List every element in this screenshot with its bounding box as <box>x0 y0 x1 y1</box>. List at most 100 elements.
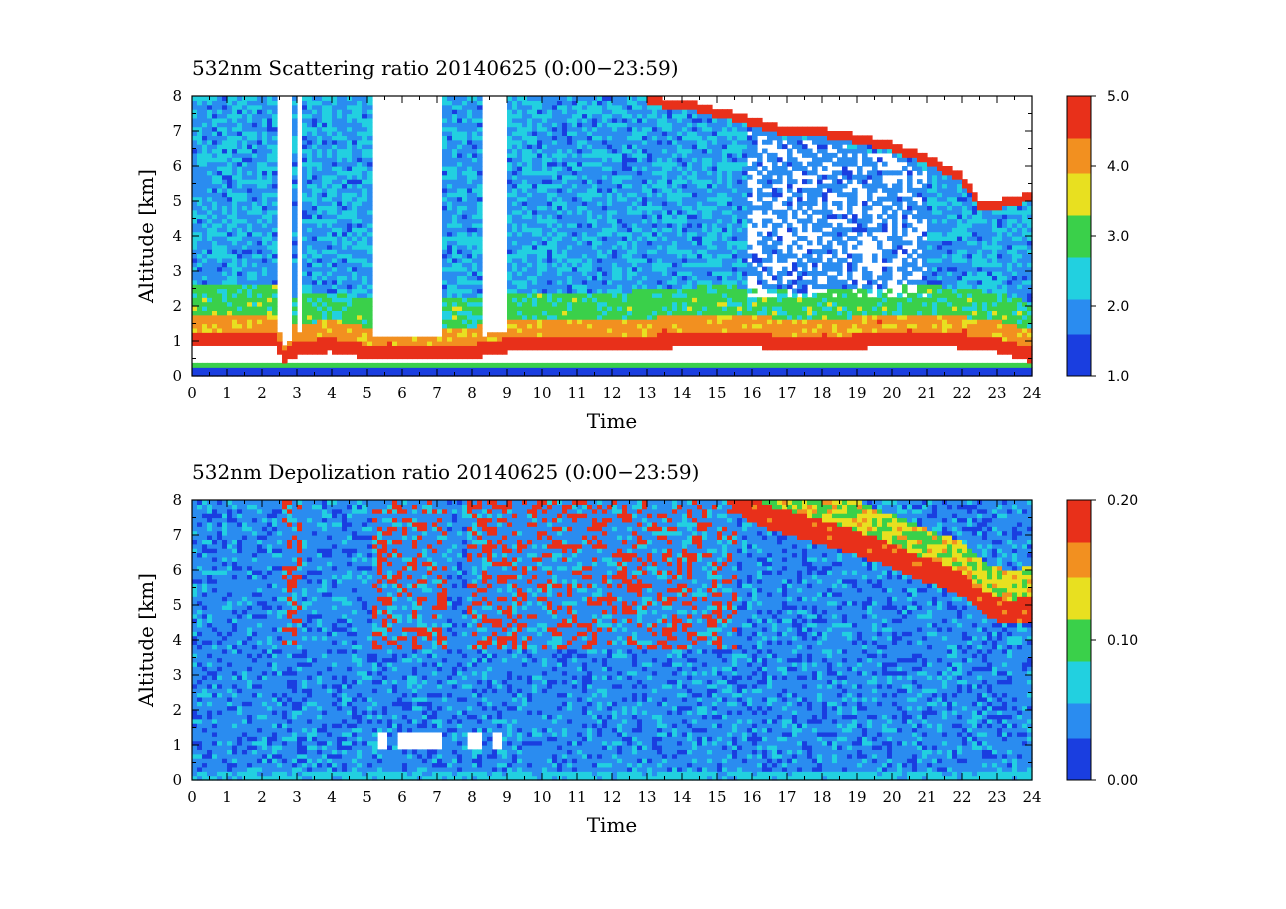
heatmap-cell <box>577 214 583 220</box>
heatmap-cell <box>612 131 618 136</box>
heatmap-cell <box>252 262 258 268</box>
heatmap-cell <box>682 262 688 268</box>
heatmap-cell <box>672 236 678 241</box>
heatmap-cell <box>312 187 318 193</box>
heatmap-cell <box>562 161 568 167</box>
heatmap-cell <box>672 227 678 233</box>
heatmap-cell <box>352 310 358 316</box>
heatmap-cell <box>522 301 528 307</box>
heatmap-cell <box>332 205 338 211</box>
heatmap-cell <box>567 292 573 298</box>
heatmap-cell <box>207 306 213 311</box>
heatmap-cell <box>267 288 273 294</box>
heatmap-cell <box>547 152 553 158</box>
heatmap-cell <box>292 292 298 298</box>
heatmap-cell <box>647 222 653 228</box>
heatmap-cell <box>537 244 543 250</box>
heatmap-cell <box>252 253 258 259</box>
heatmap-cell <box>227 319 233 325</box>
heatmap-cell <box>517 244 523 250</box>
heatmap-cell <box>337 227 343 233</box>
heatmap-cell <box>442 174 448 180</box>
heatmap-cell <box>512 170 518 176</box>
heatmap-cell <box>312 327 318 333</box>
heatmap-cell <box>562 371 568 377</box>
heatmap-cell <box>677 253 683 259</box>
heatmap-cell <box>227 362 233 368</box>
heatmap-cell <box>627 244 633 250</box>
heatmap-cell <box>282 358 288 364</box>
heatmap-cell <box>617 117 623 123</box>
heatmap-cell <box>662 236 668 241</box>
heatmap-cell <box>317 201 323 206</box>
heatmap-cell <box>617 174 623 180</box>
heatmap-cell <box>692 279 698 285</box>
heatmap-cell <box>567 131 573 136</box>
heatmap-cell <box>612 148 618 154</box>
heatmap-cell <box>572 201 578 206</box>
heatmap-cell <box>667 104 673 110</box>
heatmap-cell <box>197 227 203 233</box>
heatmap-cell <box>602 196 608 202</box>
heatmap-cell <box>357 205 363 211</box>
heatmap-cell <box>657 301 663 307</box>
heatmap-cell <box>642 253 648 259</box>
heatmap-cell <box>302 327 308 333</box>
heatmap-cell <box>537 113 543 119</box>
heatmap-cell <box>362 288 368 294</box>
heatmap-cell <box>522 227 528 233</box>
heatmap-cell <box>697 174 703 180</box>
heatmap-cell <box>357 157 363 163</box>
heatmap-cell <box>532 113 538 119</box>
heatmap-cell <box>197 187 203 193</box>
heatmap-cell <box>567 253 573 259</box>
heatmap-cell <box>557 262 563 268</box>
heatmap-cell <box>612 113 618 119</box>
heatmap-cell <box>562 362 568 368</box>
heatmap-cell <box>637 244 643 250</box>
heatmap-cell <box>327 297 333 303</box>
heatmap-cell <box>507 345 513 351</box>
heatmap-cell <box>667 201 673 206</box>
heatmap-cell <box>207 332 213 338</box>
heatmap-cell <box>472 117 478 123</box>
heatmap-cell <box>692 166 698 171</box>
heatmap-cell <box>472 371 478 377</box>
heatmap-cell <box>442 292 448 298</box>
heatmap-cell <box>197 244 203 250</box>
heatmap-cell <box>567 327 573 333</box>
heatmap-cell <box>647 161 653 167</box>
heatmap-cell <box>237 131 243 136</box>
heatmap-cell <box>667 187 673 193</box>
heatmap-cell <box>612 166 618 171</box>
heatmap-cell <box>192 117 198 123</box>
heatmap-cell <box>597 214 603 220</box>
heatmap-cell <box>337 166 343 171</box>
heatmap-cell <box>607 266 613 272</box>
heatmap-cell <box>592 231 598 237</box>
heatmap-cell <box>652 117 658 123</box>
heatmap-cell <box>662 227 668 233</box>
heatmap-cell <box>542 297 548 303</box>
heatmap-cell <box>252 104 258 110</box>
heatmap-cell <box>577 139 583 145</box>
heatmap-cell <box>697 236 703 241</box>
heatmap-cell <box>447 214 453 220</box>
heatmap-cell <box>597 144 603 150</box>
heatmap-cell <box>192 104 198 110</box>
heatmap-cell <box>597 284 603 290</box>
heatmap-cell <box>532 152 538 158</box>
heatmap-cell <box>362 306 368 311</box>
heatmap-cell <box>222 174 228 180</box>
heatmap-cell <box>357 345 363 351</box>
heatmap-cell <box>272 157 278 163</box>
heatmap-cell <box>552 253 558 259</box>
heatmap-cell <box>457 306 463 311</box>
heatmap-cell <box>262 306 268 311</box>
heatmap-cell <box>237 292 243 298</box>
heatmap-cell <box>322 104 328 110</box>
heatmap-cell <box>447 354 453 360</box>
heatmap-cell <box>457 310 463 316</box>
heatmap-cell <box>472 157 478 163</box>
heatmap-cell <box>522 336 528 342</box>
